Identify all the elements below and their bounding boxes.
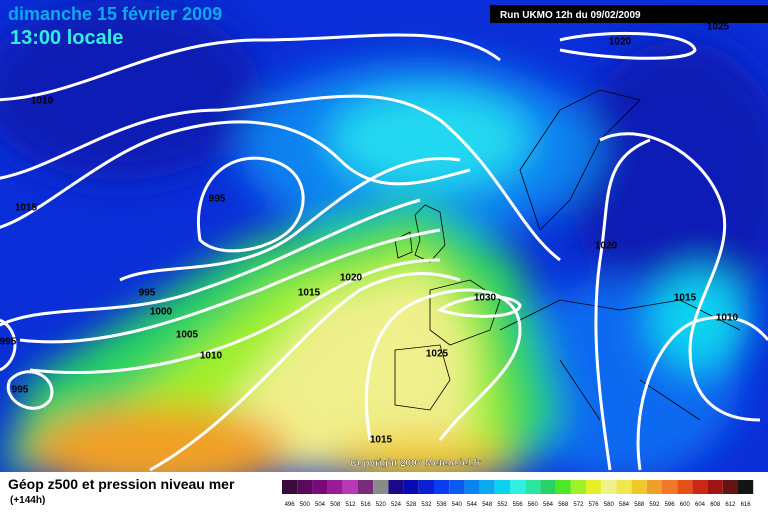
scale-swatch (282, 480, 298, 494)
map-area: 1020102510101015995995100010051010101510… (0, 0, 768, 472)
scale-swatch (738, 480, 754, 494)
scale-label: 612 (725, 502, 736, 508)
isobar-label: 1025 (426, 349, 449, 360)
scale-label: 504 (315, 502, 326, 508)
scale-swatch (616, 480, 632, 494)
scale-label: 528 (406, 502, 417, 508)
scale-swatch (434, 480, 450, 494)
scale-label: 576 (589, 502, 600, 508)
scale-swatch (449, 480, 465, 494)
scale-swatch (342, 480, 358, 494)
scale-label: 596 (665, 502, 676, 508)
color-scale: 496 500 504 508 512 516 520 524 528 532 536 540 544 5… (282, 480, 754, 508)
scale-label: 508 (330, 502, 341, 508)
scale-swatch (586, 480, 602, 494)
scale-label: 600 (680, 502, 691, 508)
scale-label: 512 (345, 502, 356, 508)
isobar-label: 995 (12, 385, 29, 396)
isobar-label: 1020 (595, 241, 618, 252)
scale-label: 588 (634, 502, 645, 508)
isobar-label: 995 (209, 194, 226, 205)
scale-label: 584 (619, 502, 630, 508)
scale-label: 536 (437, 502, 448, 508)
scale-label: 608 (710, 502, 721, 508)
legend-subtitle: (+144h) (10, 495, 45, 506)
scale-swatch (570, 480, 586, 494)
scale-swatch (464, 480, 480, 494)
scale-swatch (722, 480, 738, 494)
map-time: 13:00 locale (10, 27, 123, 49)
scale-label: 564 (543, 502, 554, 508)
isobars (0, 31, 768, 472)
copyright: Copyright 2008 Meteociel.fr (350, 458, 481, 469)
scale-label: 616 (741, 502, 752, 508)
isobar-label: 1010 (716, 313, 739, 324)
legend-title: Géop z500 et pression niveau mer (8, 476, 235, 492)
scale-swatch (327, 480, 343, 494)
run-box (490, 5, 768, 23)
scale-label: 580 (604, 502, 615, 508)
scale-label: 516 (361, 502, 372, 508)
scale-swatch (707, 480, 723, 494)
coastlines (394, 89, 741, 421)
scale-label: 548 (482, 502, 493, 508)
scale-label: 560 (528, 502, 539, 508)
scale-label: 496 (285, 502, 296, 508)
scale-label: 532 (421, 502, 432, 508)
scale-label: 556 (513, 502, 524, 508)
isobar-label: 1010 (31, 96, 54, 107)
isobar-label: 1030 (474, 293, 497, 304)
scale-swatch (388, 480, 404, 494)
isobar-label: 1015 (298, 288, 321, 299)
scale-swatch (494, 480, 510, 494)
isobar-label: 1020 (609, 37, 632, 48)
isobar-label: 1010 (200, 351, 223, 362)
scale-swatch (297, 480, 313, 494)
scale-label: 604 (695, 502, 706, 508)
scale-label: 552 (497, 502, 508, 508)
scale-swatch (312, 480, 328, 494)
scale-swatch (555, 480, 571, 494)
isobar-label: 1025 (707, 22, 730, 33)
scale-swatch (403, 480, 419, 494)
scale-label: 572 (573, 502, 584, 508)
scale-swatch (631, 480, 647, 494)
scale-swatch (525, 480, 541, 494)
map-date: dimanche 15 février 2009 (8, 4, 222, 24)
isobar-label: 995 (0, 337, 17, 348)
isobar-label: 1020 (340, 273, 363, 284)
scale-swatch (692, 480, 708, 494)
scale-swatch (601, 480, 617, 494)
scale-label: 540 (452, 502, 463, 508)
isobar-label: 1005 (176, 330, 199, 341)
scale-swatch (418, 480, 434, 494)
scale-label: 500 (300, 502, 311, 508)
isobar-label: 1000 (150, 307, 173, 318)
scale-swatch (662, 480, 678, 494)
isobar-label: 1015 (674, 293, 697, 304)
scale-swatch (646, 480, 662, 494)
isobar-label: 1015 (370, 435, 393, 446)
isobar-label: 995 (139, 288, 156, 299)
scale-swatch (358, 480, 374, 494)
scale-swatch (677, 480, 693, 494)
scale-label: 592 (649, 502, 660, 508)
scale-swatch (479, 480, 495, 494)
run-info: Run UKMO 12h du 09/02/2009 (500, 10, 641, 21)
isobar-labels: 1020102510101015995995100010051010101510… (0, 22, 739, 446)
scale-label: 568 (558, 502, 569, 508)
scale-swatch (510, 480, 526, 494)
scale-swatch (373, 480, 389, 494)
scale-label: 524 (391, 502, 402, 508)
isobar-label: 1015 (15, 203, 38, 214)
scale-label: 520 (376, 502, 387, 508)
scale-swatch (540, 480, 556, 494)
scale-label: 544 (467, 502, 478, 508)
